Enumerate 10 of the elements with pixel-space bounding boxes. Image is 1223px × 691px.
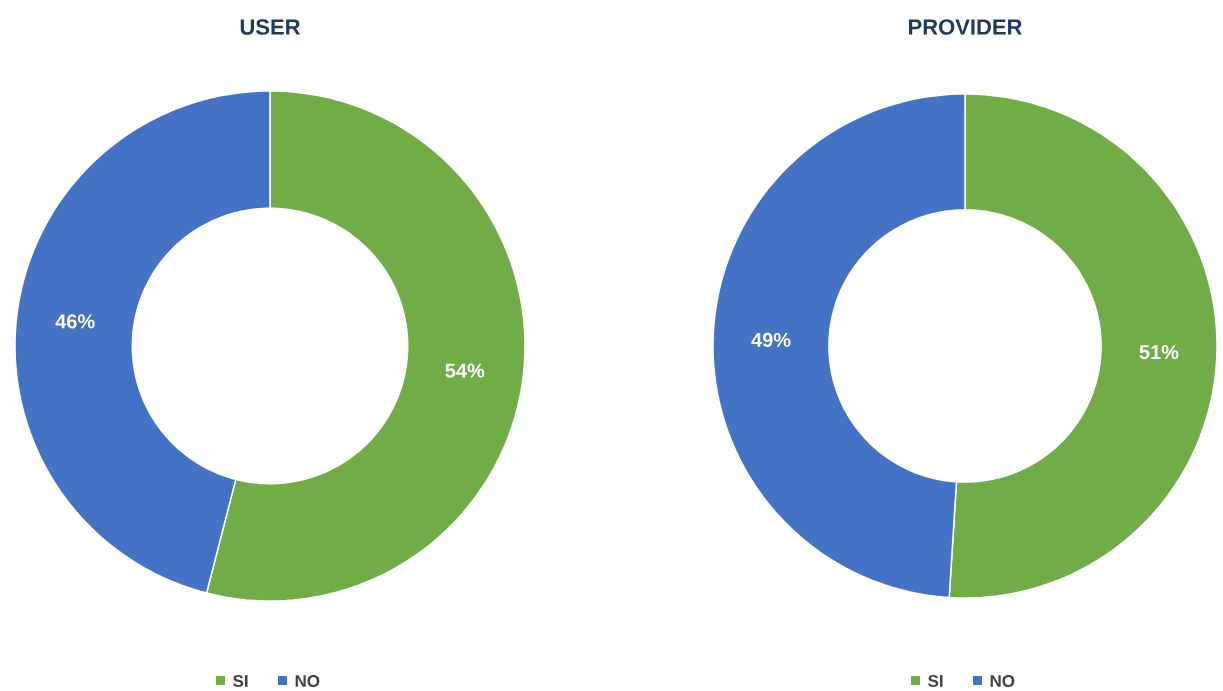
legend-label: NO — [295, 674, 320, 688]
data-label: 54% — [445, 363, 485, 378]
legend-label: SI — [928, 674, 943, 688]
data-label: 49% — [751, 332, 791, 347]
chart-title: PROVIDER — [909, 19, 1023, 35]
data-label: 46% — [55, 314, 95, 329]
legend-label: NO — [990, 674, 1015, 688]
data-label: 51% — [1139, 345, 1179, 360]
chart-title: USER — [240, 19, 301, 35]
legend-label: SI — [233, 674, 248, 688]
